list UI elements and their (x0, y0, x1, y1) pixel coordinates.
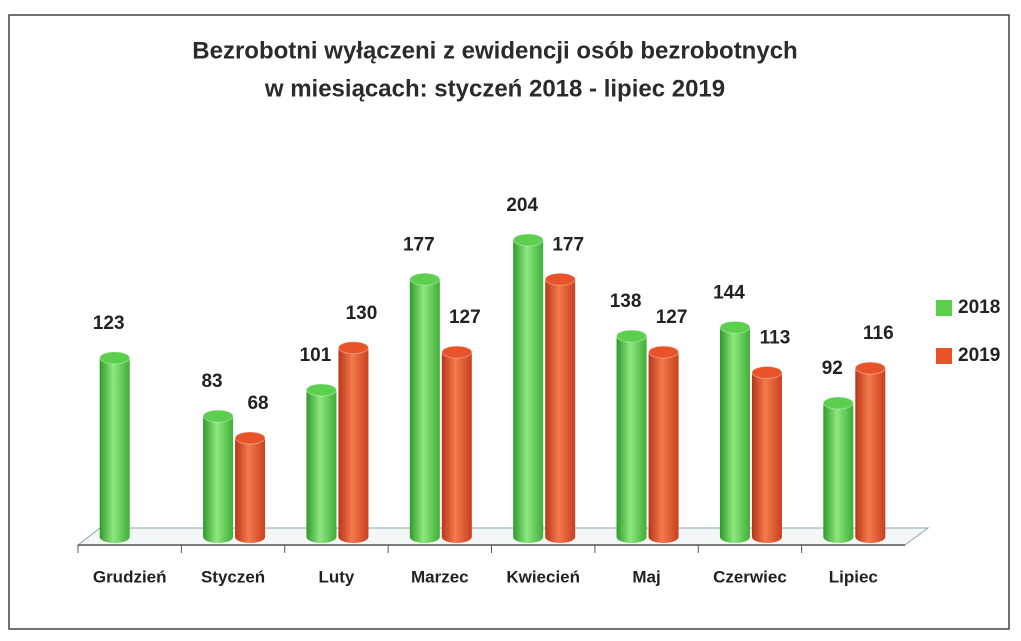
bar-top (751, 365, 783, 379)
bar (719, 327, 750, 543)
value-label: 177 (403, 234, 435, 255)
value-label: 138 (610, 291, 642, 312)
bar (441, 352, 472, 543)
bar (751, 372, 782, 543)
chart-title: w miesiącach: styczeń 2018 - lipiec 2019 (264, 75, 725, 102)
bar (616, 336, 647, 543)
value-label: 123 (93, 313, 125, 334)
bar-top (616, 329, 648, 343)
x-tick-label: Kwiecień (506, 567, 580, 586)
value-label: 144 (713, 282, 745, 303)
bar-top (305, 383, 337, 397)
bar (235, 438, 266, 543)
value-label: 92 (822, 358, 843, 379)
x-tick-label: Luty (318, 567, 354, 586)
value-label: 101 (300, 345, 332, 366)
value-label: 127 (656, 307, 688, 328)
bar-top (99, 351, 131, 365)
value-label: 83 (201, 371, 222, 392)
value-label: 204 (506, 195, 538, 216)
value-label: 68 (247, 393, 268, 414)
x-tick-label: Marzec (411, 567, 469, 586)
bar (306, 389, 337, 543)
legend-swatch (936, 300, 952, 316)
bar-top (648, 345, 680, 359)
bar (545, 279, 576, 543)
bar-top (202, 409, 234, 423)
bar-top (409, 272, 441, 286)
x-tick-label: Styczeń (201, 567, 265, 586)
bar-top (544, 272, 576, 286)
x-tick-label: Czerwiec (713, 567, 787, 586)
bar-top (441, 345, 473, 359)
x-tick-label: Lipiec (829, 567, 878, 586)
value-label: 127 (449, 307, 481, 328)
chart-title: Bezrobotni wyłączeni z ewidencji osób be… (192, 37, 797, 64)
x-tick-label: Grudzień (93, 567, 167, 586)
legend-label: 2019 (958, 345, 1000, 366)
value-label: 116 (863, 323, 894, 344)
bar-top (719, 320, 751, 334)
bar (338, 347, 369, 543)
value-label: 177 (552, 234, 584, 255)
bar-top (854, 361, 886, 375)
x-tick-label: Maj (632, 567, 660, 586)
bar (823, 403, 854, 543)
value-label: 130 (346, 303, 378, 324)
value-label: 113 (760, 328, 791, 349)
bar (855, 368, 886, 543)
bar-top (234, 431, 266, 445)
bar (203, 416, 234, 543)
legend-swatch (936, 348, 952, 364)
bar-top (512, 233, 544, 247)
bar (99, 357, 130, 543)
legend-label: 2018 (958, 297, 1000, 318)
bar-top (822, 396, 854, 410)
bar (409, 279, 440, 543)
bar-top (337, 341, 369, 355)
bar (513, 240, 544, 543)
bar (648, 352, 679, 543)
